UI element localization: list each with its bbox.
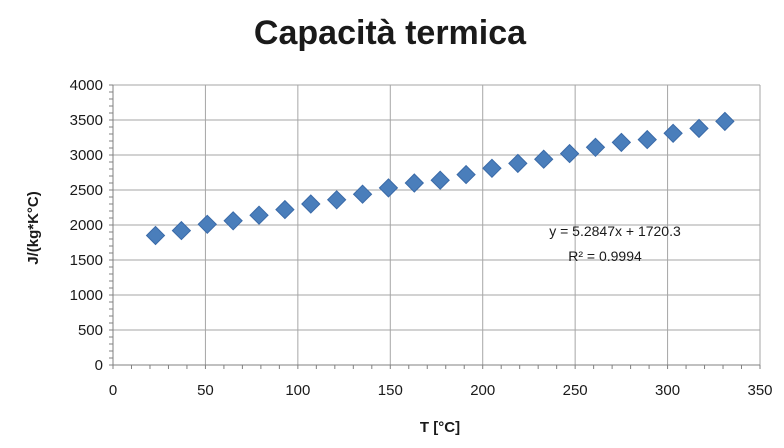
- y-axis-label: J/(kg*K°C): [25, 191, 42, 265]
- y-tick-label: 500: [78, 322, 103, 339]
- x-tick-label: 300: [655, 382, 680, 399]
- x-tick-label: 350: [747, 382, 772, 399]
- data-point: [611, 132, 632, 153]
- x-tick-label: 200: [470, 382, 495, 399]
- y-tick-label: 3000: [70, 147, 103, 164]
- y-tick-label: 1500: [70, 252, 103, 269]
- x-tick-label: 0: [109, 382, 117, 399]
- trendline-equation: y = 5.2847x + 1720.3: [549, 223, 681, 239]
- data-point: [663, 123, 683, 144]
- x-tick-label: 150: [378, 382, 403, 399]
- x-tick-label: 250: [563, 382, 588, 399]
- y-tick-label: 1000: [70, 287, 103, 304]
- data-point: [559, 143, 580, 164]
- data-point: [637, 129, 657, 150]
- axes: [109, 84, 761, 369]
- data-point: [223, 211, 243, 231]
- trendline-r-squared: R² = 0.9994: [568, 248, 642, 264]
- data-point: [378, 178, 399, 198]
- data-points: [145, 111, 735, 246]
- data-point: [145, 225, 166, 246]
- data-point: [508, 153, 528, 174]
- y-tick-label: 4000: [70, 77, 103, 94]
- data-point: [197, 214, 217, 235]
- y-tick-label: 2000: [70, 217, 103, 234]
- tick-labels: 0 500 1000 1500 2000 2500 3000 3500 4000 0 50 100 15…: [70, 77, 773, 399]
- grid-lines: [113, 84, 761, 365]
- data-point: [171, 220, 192, 241]
- data-point: [534, 149, 554, 169]
- x-tick-label: 100: [285, 382, 310, 399]
- data-point: [585, 137, 606, 158]
- data-point: [456, 164, 476, 185]
- data-point: [301, 194, 321, 214]
- data-point: [482, 158, 502, 179]
- data-point: [715, 111, 735, 132]
- chart-title: Capacità termica: [254, 14, 527, 52]
- data-point: [352, 184, 373, 204]
- data-point: [404, 173, 425, 193]
- x-axis-label: T [°C]: [420, 419, 460, 436]
- data-point: [249, 205, 269, 225]
- x-tick-label: 50: [197, 382, 214, 399]
- data-point: [275, 199, 295, 220]
- y-tick-label: 3500: [70, 112, 103, 129]
- y-tick-label: 0: [95, 357, 103, 374]
- data-point: [326, 190, 347, 210]
- data-point: [689, 118, 709, 139]
- data-point: [430, 170, 450, 190]
- y-tick-label: 2500: [70, 182, 103, 199]
